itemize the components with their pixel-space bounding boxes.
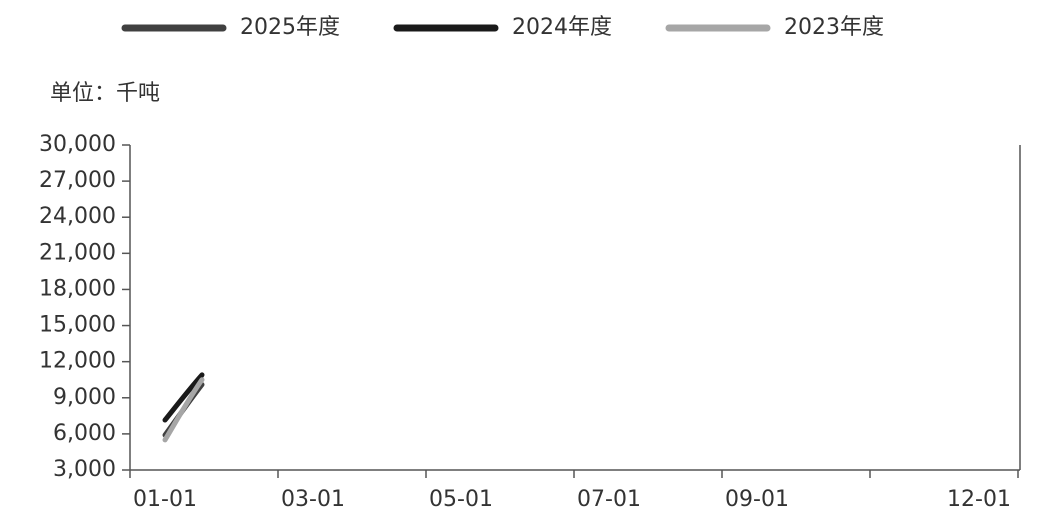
unit-label: 单位：千吨 (50, 81, 160, 106)
y-tick-label: 3,000 (53, 457, 116, 482)
y-tick-label: 12,000 (39, 349, 116, 374)
legend-label: 2025年度 (240, 15, 340, 40)
x-tick-label: 03-01 (281, 487, 345, 512)
y-tick-label: 9,000 (53, 385, 116, 410)
y-tick-label: 30,000 (39, 132, 116, 157)
y-tick-label: 15,000 (39, 313, 116, 338)
x-tick-label: 05-01 (429, 487, 493, 512)
y-tick-label: 24,000 (39, 204, 116, 229)
x-tick-label: 07-01 (577, 487, 641, 512)
x-tick-label: 12-01 (947, 487, 1011, 512)
y-tick-label: 27,000 (39, 168, 116, 193)
series-line (162, 372, 205, 423)
y-tick-label: 18,000 (39, 276, 116, 301)
series-line (162, 377, 205, 443)
x-tick-label: 01-01 (133, 487, 197, 512)
legend-label: 2023年度 (784, 15, 884, 40)
x-tick-label: 09-01 (725, 487, 789, 512)
y-tick-label: 6,000 (53, 421, 116, 446)
y-tick-label: 21,000 (39, 240, 116, 265)
legend-label: 2024年度 (512, 15, 612, 40)
